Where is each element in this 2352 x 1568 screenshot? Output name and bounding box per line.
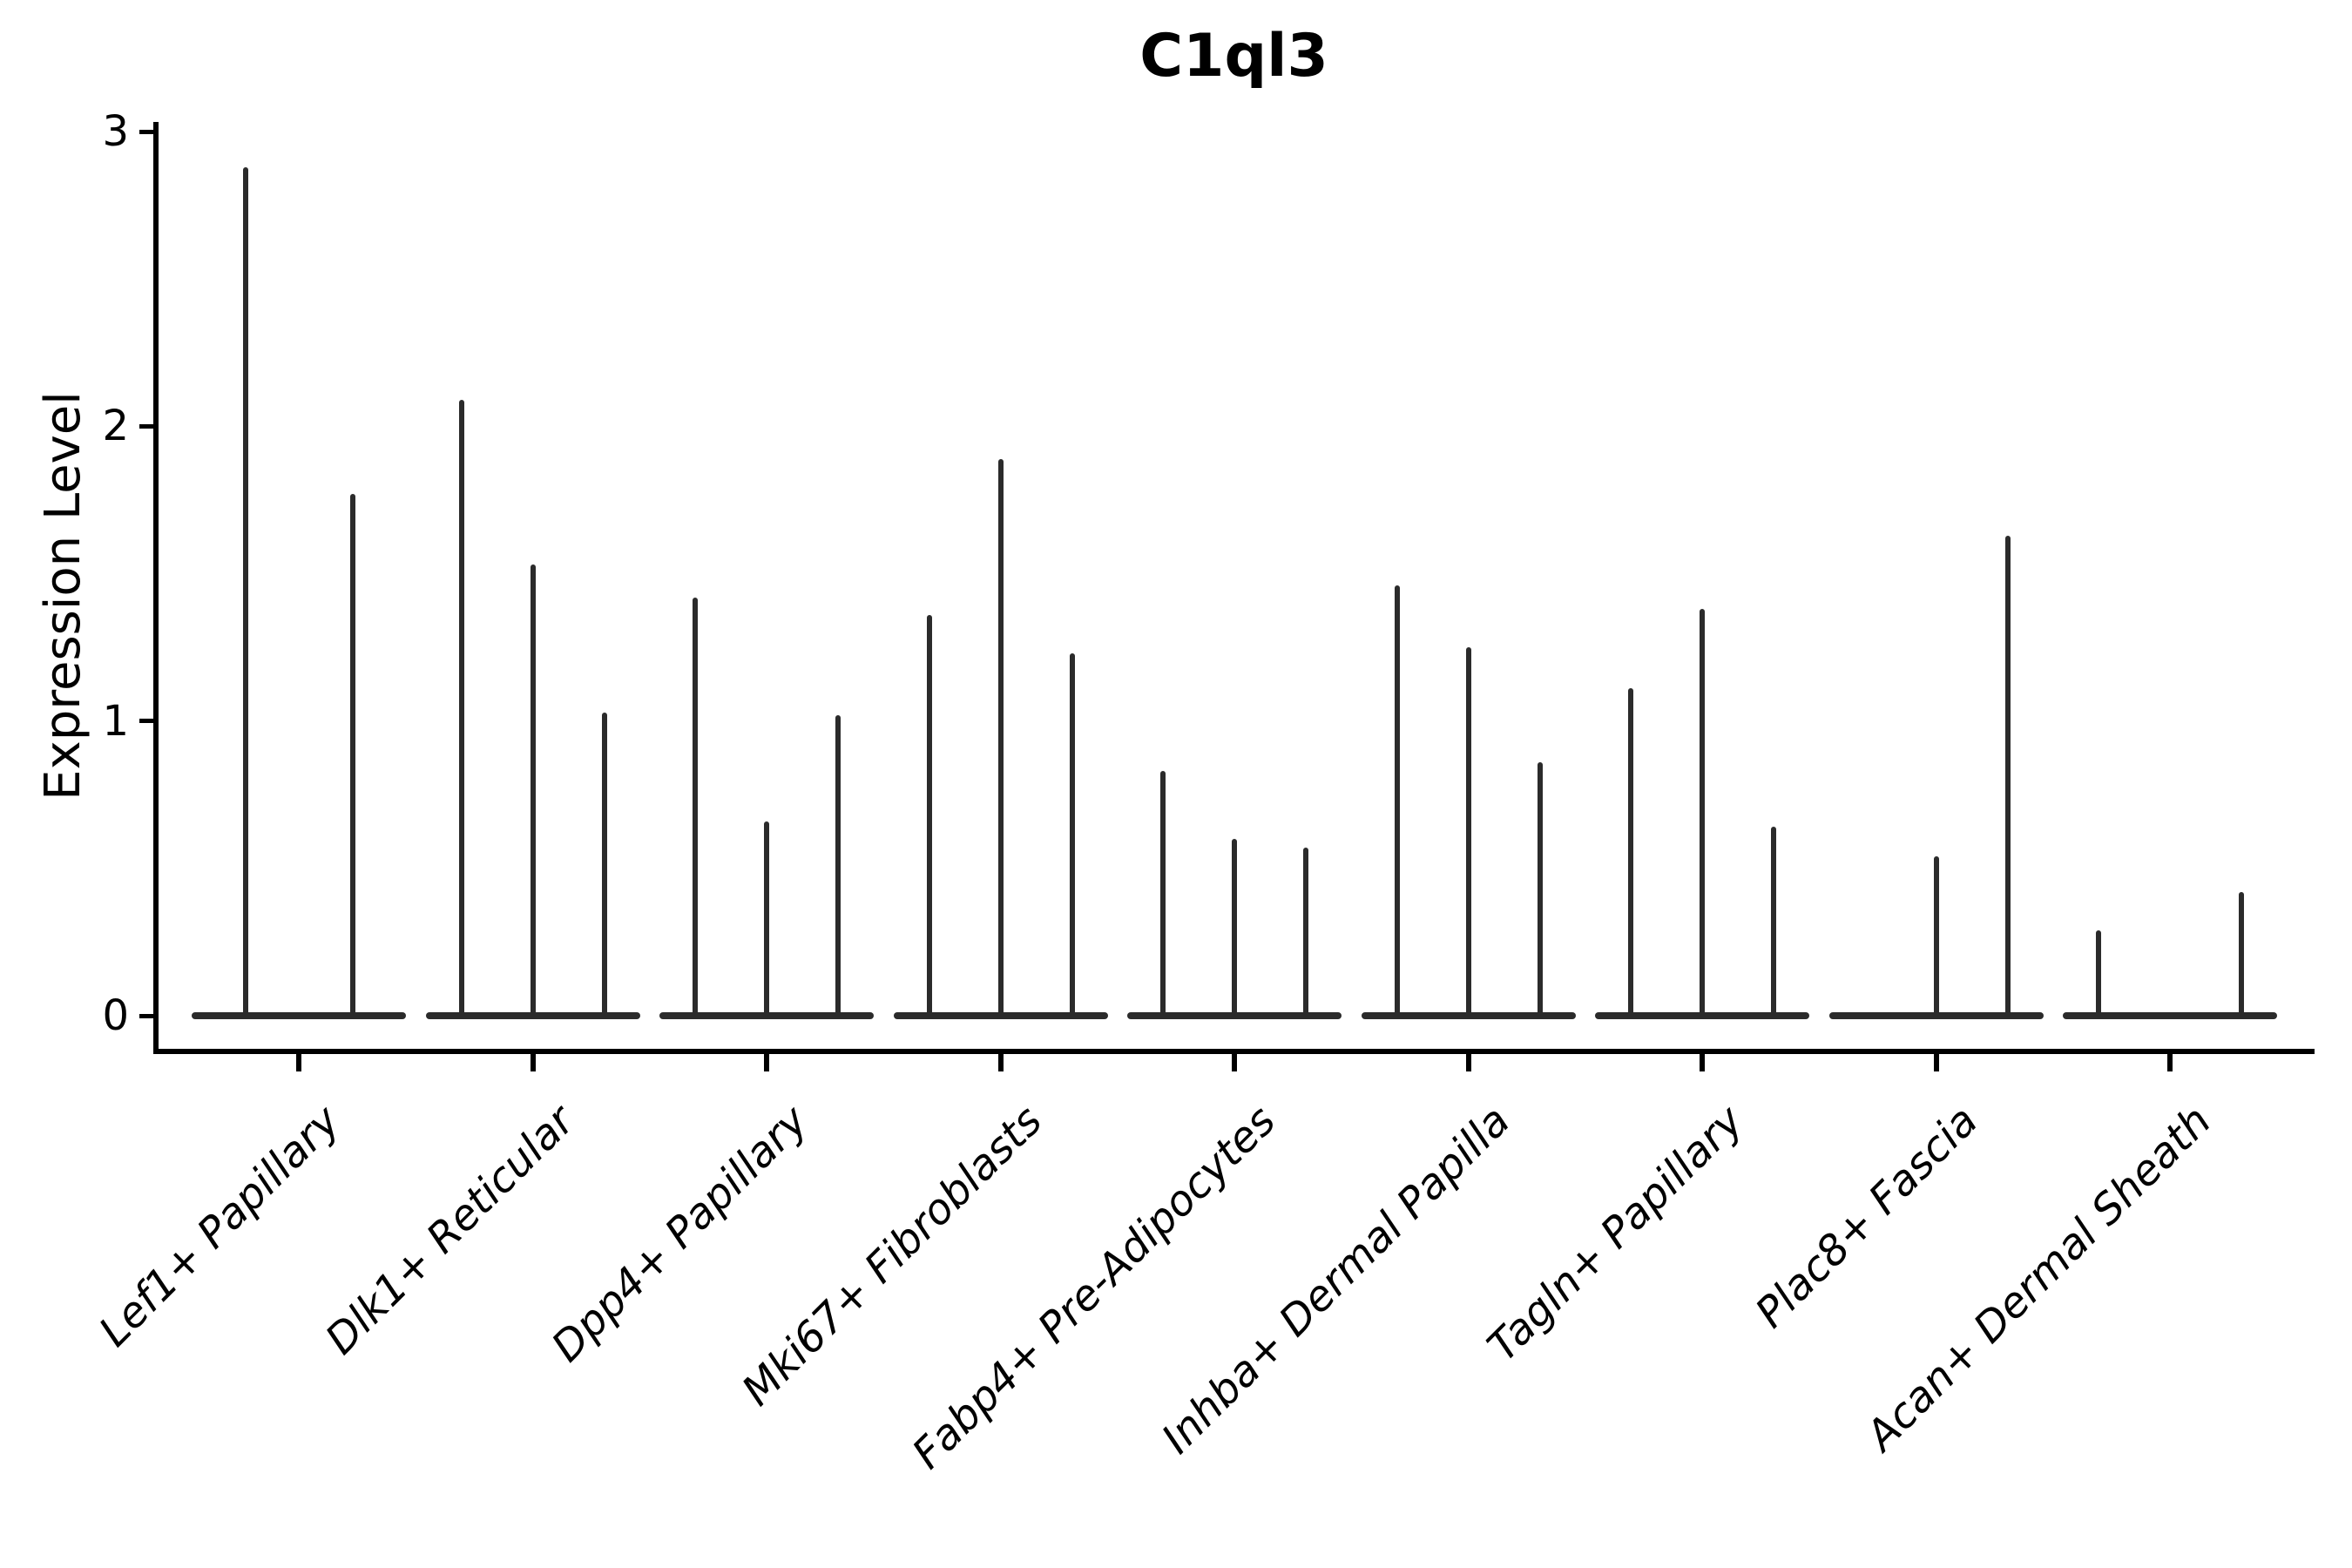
violin-spike <box>601 712 607 1017</box>
x-tick-label: Tagln+ Papillary <box>1477 1096 1754 1371</box>
x-tick-label: Plac8+ Fascia <box>1746 1096 1987 1338</box>
y-tick <box>139 719 153 724</box>
x-tick <box>296 1054 301 1071</box>
violin-spike <box>1232 839 1237 1017</box>
x-tick-label: Acan+ Dermal Sheath <box>1856 1096 2221 1461</box>
violin-spike <box>1303 848 1308 1017</box>
x-tick-label: Mki67+ Fibroblasts <box>732 1096 1051 1416</box>
y-tick-label: 1 <box>102 696 129 746</box>
violin-base <box>2063 1012 2277 1019</box>
violin-spike <box>242 166 248 1017</box>
violin-spike <box>1933 856 1939 1017</box>
violin-spike <box>2239 891 2244 1017</box>
violin-spike <box>1465 647 1471 1017</box>
x-tick <box>2167 1054 2173 1071</box>
violin-spike <box>1160 771 1166 1017</box>
y-tick-label: 0 <box>102 991 129 1040</box>
violin-spike <box>926 614 932 1017</box>
violin-spike <box>349 494 355 1017</box>
y-tick <box>139 1013 153 1018</box>
x-tick <box>997 1054 1004 1071</box>
violin-spike <box>997 458 1004 1017</box>
violin-spike <box>693 597 698 1017</box>
violin-spike <box>458 399 464 1017</box>
violin-spike <box>1700 609 1705 1017</box>
violin-spike <box>1394 585 1400 1017</box>
violin-spike <box>1537 762 1543 1017</box>
y-axis-label: Expression Level <box>35 391 91 801</box>
plot-title: C1ql3 <box>1139 22 1328 91</box>
x-tick <box>1933 1054 1939 1071</box>
y-axis-spine <box>153 122 159 1054</box>
x-tick-label: Dlk1+ Reticular <box>315 1096 584 1364</box>
violin-spike <box>530 564 536 1017</box>
violin-spike <box>2004 535 2011 1017</box>
y-tick <box>139 423 153 429</box>
violin-spike <box>835 714 841 1017</box>
y-tick-label: 2 <box>102 402 129 451</box>
x-tick <box>764 1054 769 1071</box>
y-tick-label: 3 <box>102 107 129 156</box>
violin-spike <box>1771 827 1776 1017</box>
y-tick <box>139 129 153 134</box>
x-tick <box>1700 1054 1705 1071</box>
x-tick-label: Fabp4+ Pre-Adipocytes <box>902 1096 1286 1479</box>
x-tick <box>530 1054 536 1071</box>
violin-base <box>192 1012 406 1019</box>
x-tick-label: Dpp4+ Papillary <box>542 1096 818 1372</box>
violin-spike <box>1069 652 1075 1017</box>
x-tick <box>1465 1054 1471 1071</box>
violin-spike <box>2096 929 2101 1017</box>
violin-spike <box>1628 688 1633 1017</box>
violin-spike <box>764 821 769 1017</box>
x-tick-label: Inhba+ Dermal Papilla <box>1152 1096 1519 1463</box>
x-tick <box>1232 1054 1237 1071</box>
x-axis-spine <box>153 1049 2315 1054</box>
